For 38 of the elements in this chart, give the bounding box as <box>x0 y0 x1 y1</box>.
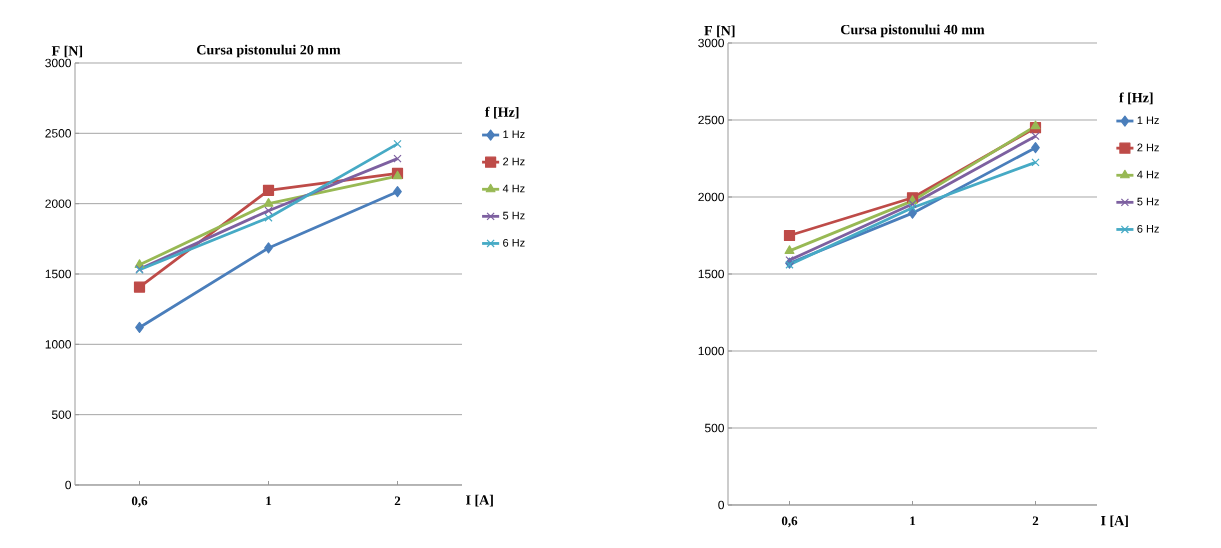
legend-label: 6 Hz <box>503 238 525 247</box>
legend-label: 2 Hz <box>1137 143 1159 152</box>
legend-label: 5 Hz <box>502 211 525 220</box>
y-tick-label: 3000 <box>45 58 72 68</box>
y-tick-label: 3000 <box>698 38 724 48</box>
legend-label: 5 Hz <box>1137 197 1159 206</box>
legend-label: 1 Hz <box>503 130 525 139</box>
y-tick-label: 1000 <box>45 340 72 349</box>
y-tick-label: 500 <box>51 410 72 419</box>
y-tick-label: 2000 <box>45 199 72 208</box>
x-tick-label: 0,6 <box>131 496 148 508</box>
y-axis-title: F [N] <box>704 25 735 38</box>
x-tick-label: 2 <box>394 496 401 506</box>
chart-title: Cursa pistonului 20 mm <box>197 44 341 58</box>
legend-label: 1 Hz <box>1137 116 1159 125</box>
x-tick-label: 1 <box>266 496 272 506</box>
legend-label: 4 Hz <box>502 184 525 193</box>
legend-title: f [Hz] <box>1119 92 1153 105</box>
x-axis-title: I [A] <box>1101 515 1128 528</box>
y-tick-label: 500 <box>704 423 725 433</box>
legend-label: 4 Hz <box>1137 170 1159 179</box>
y-tick-label: 0 <box>65 480 72 490</box>
y-tick-label: 1500 <box>698 269 724 279</box>
y-tick-label: 2500 <box>698 115 724 125</box>
x-tick-label: 0,6 <box>781 516 798 528</box>
y-tick-label: 2000 <box>698 192 724 202</box>
chart-title: Cursa pistonului 40 mm <box>841 24 985 38</box>
legend-title: f [Hz] <box>485 106 519 119</box>
x-tick-label: 2 <box>1032 516 1039 526</box>
y-tick-label: 0 <box>718 500 725 510</box>
x-tick-label: 1 <box>910 516 916 526</box>
y-tick-label: 2500 <box>45 129 72 138</box>
x-axis-title: I [A] <box>466 494 493 507</box>
y-tick-label: 1000 <box>698 346 724 356</box>
legend-label: 6 Hz <box>1137 224 1159 233</box>
y-tick-label: 1500 <box>45 269 72 279</box>
y-axis-title: F [N] <box>51 45 83 58</box>
legend-label: 2 Hz <box>503 157 525 166</box>
